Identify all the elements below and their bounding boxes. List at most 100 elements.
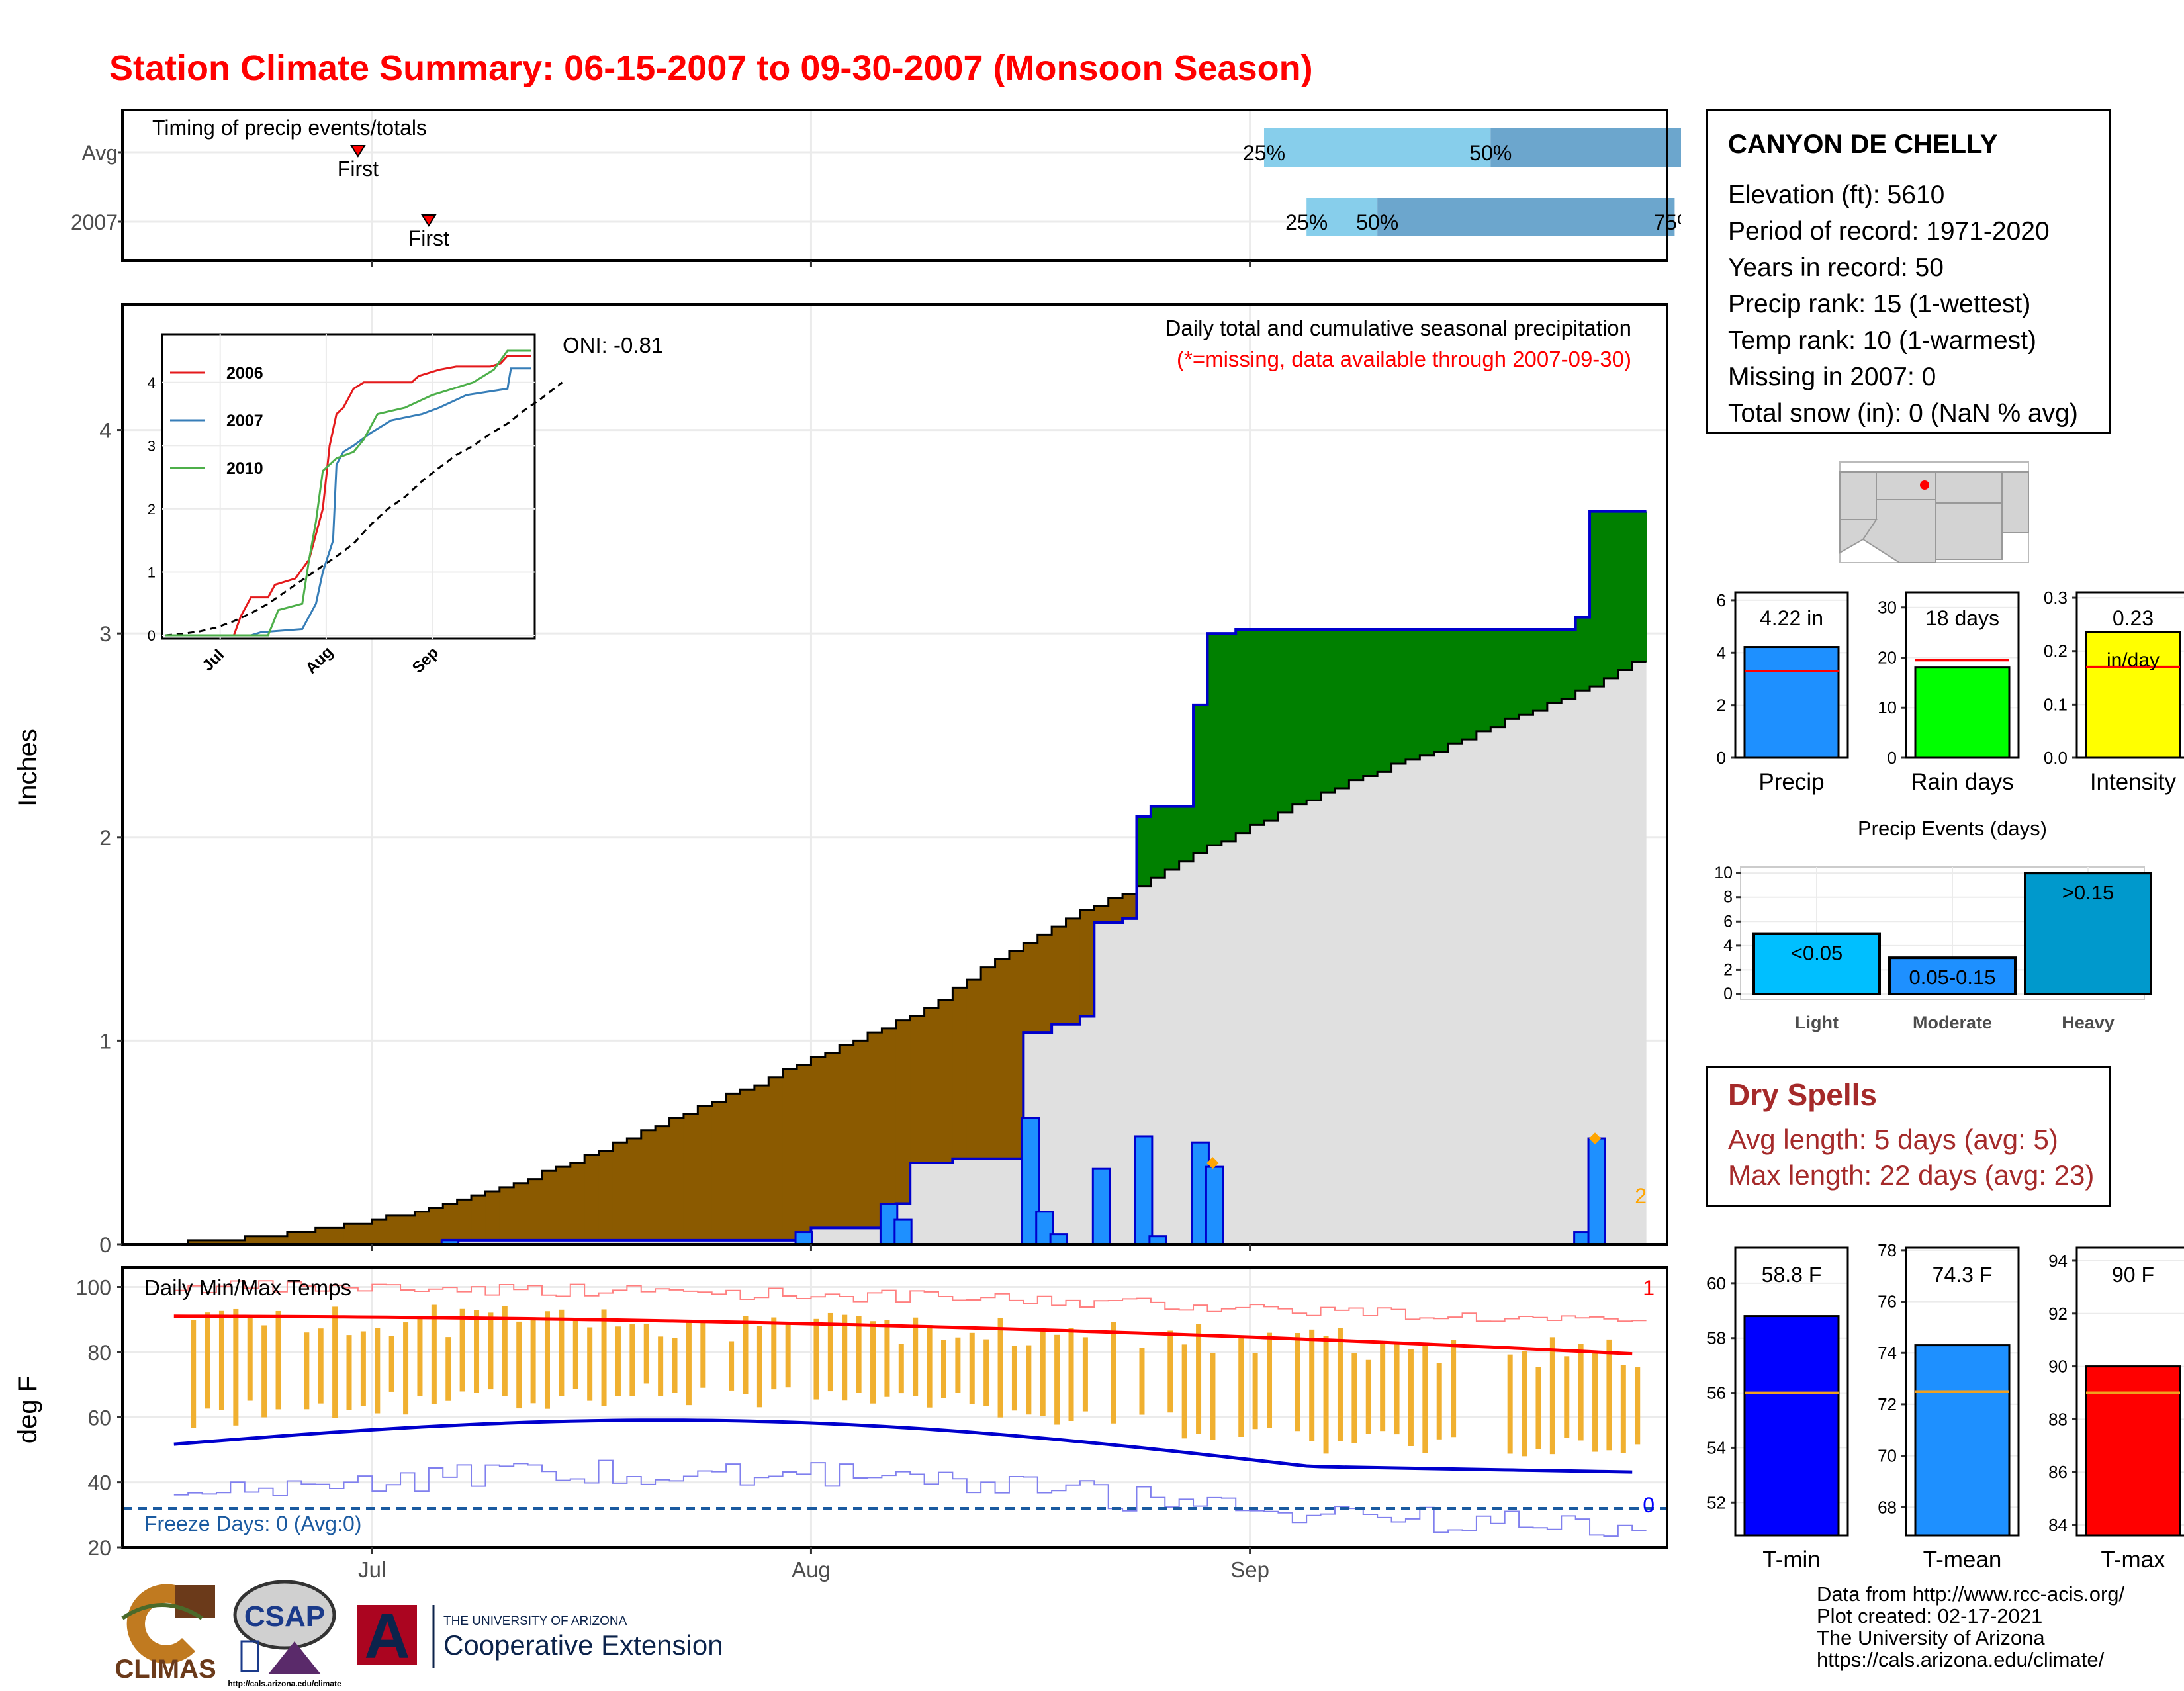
surplus-segment xyxy=(1150,806,1165,878)
events-bar-label: <0.05 xyxy=(1791,942,1843,965)
surplus-segment xyxy=(1363,629,1378,776)
daily-temp-bar xyxy=(1309,1329,1315,1441)
credit-date: Plot created: 02-17-2021 xyxy=(1817,1604,2043,1627)
surplus-segment xyxy=(1292,629,1307,805)
daily-temp-bar xyxy=(1535,1367,1541,1449)
events-category-label: Light xyxy=(1795,1013,1839,1032)
csap-logo-url: http://cals.arizona.edu/climate xyxy=(228,1679,341,1688)
credit-univ: The University of Arizona xyxy=(1817,1626,2045,1649)
surplus-segment xyxy=(1250,629,1265,825)
deficit-segment xyxy=(726,1093,741,1240)
info-period: Period of record: 1971-2020 xyxy=(1728,217,2050,246)
daily-temp-bar xyxy=(1139,1348,1145,1415)
temp-label-bottom: 0 xyxy=(1643,1493,1655,1517)
surplus-segment xyxy=(1519,629,1534,715)
daily-temp-bar xyxy=(275,1310,281,1410)
deficit-segment xyxy=(768,1077,784,1240)
daily-temp-bar xyxy=(1026,1345,1032,1415)
stat-ytick-label: 92 xyxy=(2048,1304,2068,1324)
average-cumulative-line xyxy=(173,661,1647,1246)
precip-stats-chart: 0 2 4 6 4.22 in Precip 0 10 20 30 18 days Rain days… xyxy=(1717,588,2184,795)
precip-title: Daily total and cumulative seasonal prec… xyxy=(1165,316,1631,340)
inset-series-line xyxy=(165,355,531,637)
surplus-segment xyxy=(1405,629,1420,760)
stat-bar xyxy=(1743,646,1840,759)
daily-temp-bar xyxy=(1167,1330,1173,1413)
precip-ytick-label: 2 xyxy=(99,826,111,850)
daily-temp-bar xyxy=(304,1332,310,1410)
surplus-segment xyxy=(1448,629,1463,744)
daily-temp-bar xyxy=(700,1321,706,1388)
deficit-segment xyxy=(216,1240,231,1244)
deficit-segment xyxy=(443,1203,458,1240)
daily-temp-bar xyxy=(191,1320,197,1428)
deficit-segment xyxy=(188,1240,203,1244)
stat-ytick-label: 90 xyxy=(2048,1357,2068,1377)
daily-temp-bar xyxy=(1337,1328,1343,1441)
daily-temp-bar xyxy=(1451,1340,1457,1438)
events-bar-label: >0.15 xyxy=(2062,881,2114,904)
dry-avg-length: Avg length: 5 days (avg: 5) xyxy=(1728,1124,2058,1155)
daily-temp-bar xyxy=(587,1327,593,1401)
deficit-segment xyxy=(259,1236,274,1244)
daily-temp-bar xyxy=(1295,1332,1300,1432)
daily-temp-bar xyxy=(898,1344,904,1394)
stat-ytick-label: 52 xyxy=(1707,1492,1726,1512)
deficit-segment xyxy=(202,1240,217,1244)
info-missing: Missing in 2007: 0 xyxy=(1728,363,1936,391)
surplus-segment xyxy=(1575,617,1590,691)
inset-ytick-label: 0 xyxy=(148,627,156,644)
daily-temp-bar xyxy=(729,1341,735,1391)
daily-temp-bar xyxy=(1408,1349,1414,1447)
daily-temp-bar xyxy=(544,1311,550,1409)
daily-temp-bar xyxy=(827,1312,833,1392)
dry-spells-box: Dry Spells Avg length: 5 days (avg: 5) M… xyxy=(1706,1066,2111,1207)
deficit-segment xyxy=(612,1142,627,1240)
daily-temp-bar xyxy=(247,1318,253,1401)
inset-ytick-label: 1 xyxy=(148,564,156,580)
daily-temp-bar xyxy=(884,1320,890,1397)
logo-row: CLIMAS CSAP http://cals.arizona.edu/clim… xyxy=(114,1580,723,1688)
daily-temp-bar xyxy=(842,1314,848,1401)
timing-row-label: Avg xyxy=(81,141,118,165)
daily-precip-bar xyxy=(893,1218,913,1246)
inset-xtick-label: Sep xyxy=(409,644,442,677)
deficit-segment xyxy=(556,1167,571,1240)
avg-max-temp-line xyxy=(173,1314,1633,1356)
timing-chart: Timing of precip events/totals AvgFirstL… xyxy=(71,109,1681,267)
credits: Data from http://www.rcc-acis.org/ Plot … xyxy=(1817,1583,2124,1670)
events-bar xyxy=(2024,872,2152,996)
daily-temp-bar xyxy=(559,1309,565,1396)
freeze-label: Freeze Days: 0 (Avg:0) xyxy=(144,1512,361,1535)
stat-bar xyxy=(1914,1344,2011,1537)
stat-category-label: Intensity xyxy=(2090,769,2177,795)
daily-temp-bar xyxy=(997,1318,1003,1418)
deficit-segment xyxy=(839,1044,854,1228)
stat-ytick-label: 88 xyxy=(2048,1409,2068,1429)
daily-temp-bar xyxy=(1267,1332,1273,1428)
deficit-segment xyxy=(1079,910,1095,1017)
deficit-segment xyxy=(273,1236,288,1244)
daily-temp-bar xyxy=(233,1308,239,1426)
deficit-segment xyxy=(811,1057,826,1228)
deficit-segment xyxy=(754,1085,769,1240)
precip-subtitle: (*=missing, data available through 2007-… xyxy=(1177,347,1631,371)
stat-panel-frame xyxy=(2075,591,2184,759)
surplus-segment xyxy=(1391,629,1406,764)
temp-ylabel: deg F xyxy=(13,1376,42,1443)
daily-temp-bar xyxy=(488,1312,494,1390)
deficit-segment xyxy=(244,1236,259,1244)
daily-temp-bar xyxy=(969,1332,975,1404)
daily-temp-bar xyxy=(658,1336,664,1396)
surplus-segment xyxy=(1236,629,1251,833)
stat-panel-frame xyxy=(1734,1246,1849,1537)
temp-ytick-label: 80 xyxy=(87,1341,111,1365)
missing-marker xyxy=(1206,1157,1219,1169)
timing-bar-50-75 xyxy=(1377,198,1675,236)
surplus-segment xyxy=(1334,629,1349,788)
station-info: CANYON DE CHELLY Elevation (ft): 5610 Pe… xyxy=(1706,109,2111,434)
station-name: CANYON DE CHELLY xyxy=(1728,130,1998,159)
daily-precip-bar xyxy=(1091,1167,1111,1246)
deficit-segment xyxy=(1037,935,1052,1033)
surplus-segment xyxy=(1604,511,1619,678)
